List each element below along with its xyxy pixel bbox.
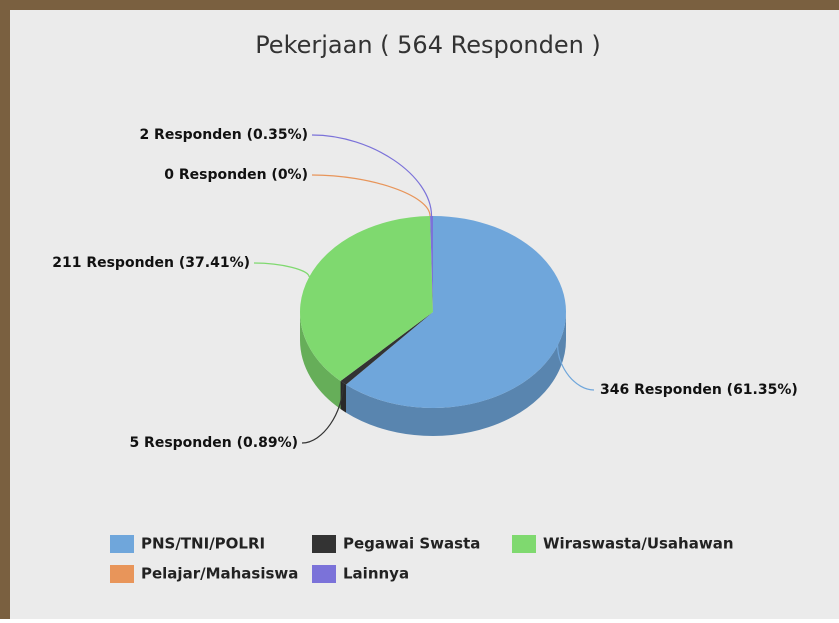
legend-swatch xyxy=(110,535,134,553)
legend-swatch xyxy=(312,565,336,583)
data-label: 211 Responden (37.41%) xyxy=(52,255,250,271)
legend-swatch xyxy=(110,565,134,583)
frame-left xyxy=(0,0,10,619)
legend-label: Lainnya xyxy=(343,565,409,583)
legend-label: Pelajar/Mahasiswa xyxy=(141,565,298,583)
connector xyxy=(311,174,431,217)
slice xyxy=(346,216,566,408)
frame-top xyxy=(0,0,839,10)
connector xyxy=(311,134,433,217)
slice xyxy=(340,312,433,385)
data-label: 2 Responden (0.35%) xyxy=(139,127,308,143)
data-label: 5 Responden (0.89%) xyxy=(129,435,298,451)
chart-title: Pekerjaan ( 564 Responden ) xyxy=(255,31,601,59)
connector xyxy=(557,345,595,391)
connector xyxy=(253,262,310,278)
connector xyxy=(301,382,344,444)
slice xyxy=(300,216,433,382)
legend-label: PNS/TNI/POLRI xyxy=(141,535,265,553)
legend-swatch xyxy=(512,535,536,553)
data-label: 346 Responden (61.35%) xyxy=(600,382,798,398)
slice-side xyxy=(346,312,566,437)
slice-side xyxy=(340,381,347,413)
data-label: 0 Responden (0%) xyxy=(164,167,308,183)
slice xyxy=(430,216,433,312)
legend-swatch xyxy=(312,535,336,553)
legend-label: Pegawai Swasta xyxy=(343,535,480,553)
legend-label: Wiraswasta/Usahawan xyxy=(543,535,734,553)
slice-side xyxy=(300,312,341,410)
